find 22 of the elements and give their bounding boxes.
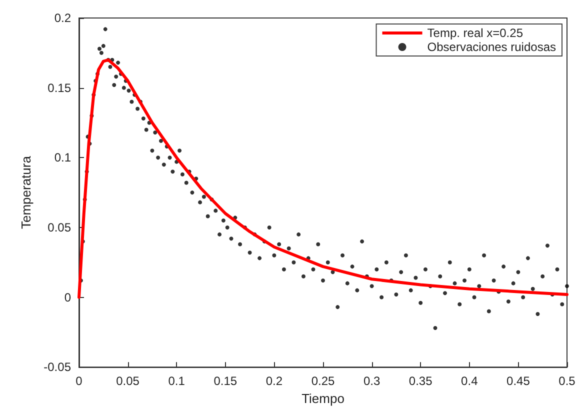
x-tick-label: 0.3 [363, 374, 380, 388]
line-series [78, 58, 568, 299]
y-tick-label: 0.15 [48, 80, 72, 95]
legend-label: Observaciones ruidosas [427, 40, 556, 54]
x-tick-label: 0.25 [311, 374, 335, 388]
x-tick-label: 0.4 [461, 374, 478, 388]
x-tick-label: 0.2 [266, 374, 283, 388]
legend-label: Temp. real x=0.25 [427, 26, 524, 40]
x-tick-label: 0.35 [408, 374, 433, 388]
x-tick-label: 0.5 [558, 374, 576, 388]
y-axis-title: Temperatura [18, 155, 34, 230]
x-tick-label: 0.15 [214, 374, 238, 388]
y-tick-label: 0 [64, 290, 72, 304]
x-tick-label: 0.1 [168, 374, 186, 388]
y-tick-label: -0.05 [44, 360, 72, 374]
y-tick-label: 0.05 [48, 220, 72, 234]
x-tick-label: 0.45 [506, 374, 530, 388]
x-tick-label: 0 [76, 374, 83, 388]
x-axis-title: Tiempo [302, 391, 344, 406]
y-tick-label: 0.2 [54, 11, 72, 25]
y-tick-label: 0.1 [54, 150, 72, 165]
x-tick-label: 0.05 [116, 374, 140, 388]
